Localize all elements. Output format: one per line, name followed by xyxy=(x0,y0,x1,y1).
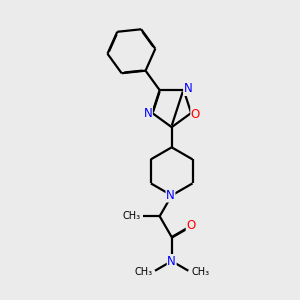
Text: O: O xyxy=(186,219,196,232)
Text: N: N xyxy=(167,255,176,268)
Text: O: O xyxy=(191,108,200,121)
Text: CH₃: CH₃ xyxy=(122,211,140,221)
Text: N: N xyxy=(184,82,192,95)
Text: N: N xyxy=(166,189,175,202)
Text: N: N xyxy=(143,106,152,119)
Text: CH₃: CH₃ xyxy=(134,267,152,277)
Text: CH₃: CH₃ xyxy=(191,267,209,277)
